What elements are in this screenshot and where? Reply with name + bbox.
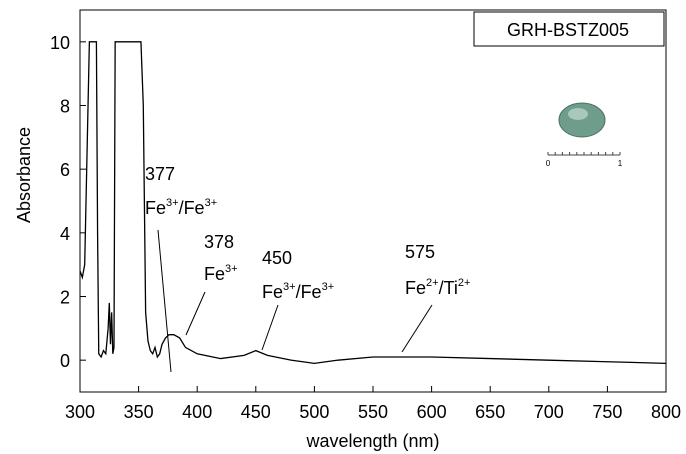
annotation-label: Fe3+/Fe3+	[145, 197, 217, 218]
y-tick-label: 10	[50, 33, 70, 53]
annotation-part: /Ti	[439, 278, 458, 298]
x-tick-label: 500	[299, 402, 329, 422]
y-tick-label: 8	[60, 97, 70, 117]
annotation-part: 2+	[458, 277, 471, 289]
y-tick-label: 6	[60, 160, 70, 180]
annotation-part: 3+	[283, 281, 296, 293]
x-tick-label: 750	[592, 402, 622, 422]
annotation-label: Fe2+/Ti2+	[405, 277, 470, 298]
x-tick-label: 650	[475, 402, 505, 422]
annotation-part: 2+	[426, 277, 439, 289]
annotation-part: Fe	[262, 282, 283, 302]
scale-label: 1	[618, 159, 623, 168]
x-tick-label: 700	[534, 402, 564, 422]
annotation-arrow	[261, 304, 279, 351]
annotation-part: 3+	[225, 263, 238, 275]
title-box	[473, 11, 665, 47]
y-tick-label: 2	[60, 288, 70, 308]
annotation-label: Fe3+/Fe3+	[262, 281, 334, 302]
y-tick-label: 0	[60, 351, 70, 371]
x-tick-label: 550	[358, 402, 388, 422]
gem-image	[558, 102, 606, 138]
annotation-arrow	[157, 229, 172, 373]
annotation-part: Fe	[405, 278, 426, 298]
annotation-part: 3+	[205, 197, 218, 209]
annotation-number: 377	[145, 164, 175, 184]
annotation-part: Fe	[204, 264, 225, 284]
annotation-number: 378	[204, 232, 234, 252]
x-tick-label: 450	[241, 402, 271, 422]
x-tick-label: 600	[417, 402, 447, 422]
chart-title: GRH-BSTZ005	[507, 20, 629, 40]
annotation-number: 450	[262, 248, 292, 268]
x-tick-label: 300	[65, 402, 95, 422]
annotation-arrow	[185, 291, 206, 336]
x-tick-label: 350	[124, 402, 154, 422]
scale-label: 0	[546, 159, 551, 168]
annotation-part: 3+	[322, 281, 335, 293]
y-axis-label: Absorbance	[14, 127, 34, 223]
y-tick-label: 4	[60, 224, 70, 244]
x-tick-label: 800	[651, 402, 681, 422]
x-axis-label: wavelength (nm)	[305, 431, 439, 451]
annotation-arrow	[401, 304, 433, 353]
gem-highlight	[568, 108, 588, 120]
data-line	[79, 41, 667, 365]
annotation-part: /Fe	[179, 198, 205, 218]
annotation-part: /Fe	[296, 282, 322, 302]
annotation-number: 575	[405, 242, 435, 262]
annotation-part: Fe	[145, 198, 166, 218]
annotation-part: 3+	[166, 197, 179, 209]
x-tick-label: 400	[182, 402, 212, 422]
annotation-label: Fe3+	[204, 263, 238, 284]
